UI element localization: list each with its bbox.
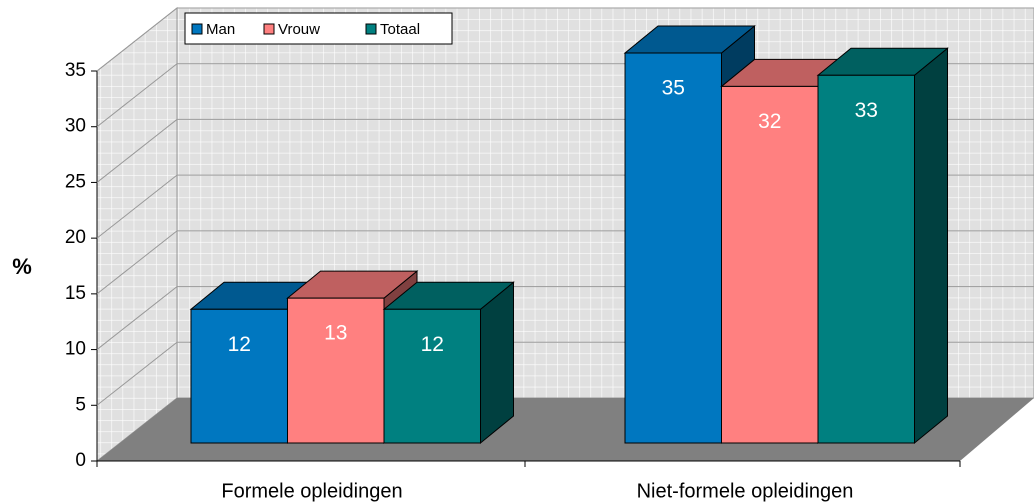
bar xyxy=(624,52,722,444)
legend-swatch xyxy=(263,23,275,35)
bar xyxy=(721,85,819,444)
y-axis-label: % xyxy=(12,254,32,279)
data-label: 32 xyxy=(758,110,781,133)
y-tick-label: 15 xyxy=(65,283,86,304)
y-tick-label: 20 xyxy=(65,227,86,248)
y-tick-label: 5 xyxy=(75,394,86,415)
side-wall xyxy=(96,6,178,463)
y-tick-label: 0 xyxy=(75,450,86,471)
data-label: 12 xyxy=(421,333,444,356)
bar-side xyxy=(914,47,948,445)
y-tick-label: 30 xyxy=(65,116,86,137)
legend-label: Totaal xyxy=(380,21,420,38)
bar xyxy=(190,308,288,444)
legend xyxy=(184,12,453,45)
legend-label: Man xyxy=(206,21,235,38)
data-label: 13 xyxy=(324,322,347,345)
grid-line xyxy=(96,7,1034,72)
legend-swatch xyxy=(365,23,377,35)
x-tick-label: Niet-formele opleidingen xyxy=(637,480,854,502)
data-label: 12 xyxy=(228,333,251,356)
bar-side xyxy=(480,281,514,445)
data-label: 33 xyxy=(855,99,878,122)
legend-swatch xyxy=(191,23,203,35)
legend-label: Vrouw xyxy=(278,21,320,38)
y-tick-label: 10 xyxy=(65,339,86,360)
data-label: 35 xyxy=(662,77,685,100)
x-tick-label: Formele opleidingen xyxy=(221,480,402,502)
bar xyxy=(383,308,481,444)
bar xyxy=(287,297,385,444)
bar xyxy=(817,74,915,444)
y-tick-label: 35 xyxy=(65,60,86,81)
y-tick-label: 25 xyxy=(65,171,86,192)
